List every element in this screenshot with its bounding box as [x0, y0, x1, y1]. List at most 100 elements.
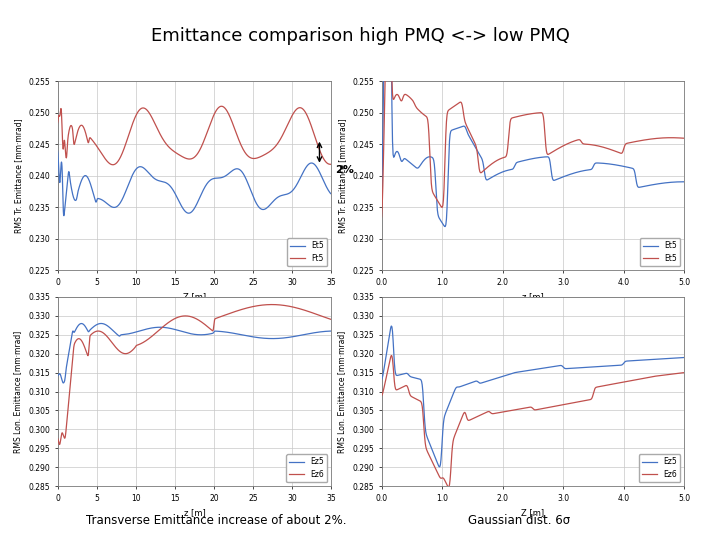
Ez5 [626, 357, 635, 364]
Ez5 [327, 328, 336, 334]
Ez5 [59, 380, 68, 386]
Ez6 [272, 301, 281, 308]
Et5 [626, 139, 634, 146]
Ez6 [387, 352, 395, 359]
Ft5 [267, 147, 276, 153]
X-axis label: z [m]: z [m] [522, 292, 544, 301]
Line: Ez6: Ez6 [58, 305, 331, 444]
Ez6 [522, 404, 531, 411]
Ez6 [174, 314, 183, 320]
Et5 [521, 111, 530, 118]
Ez6 [327, 316, 336, 323]
Ft5 [164, 144, 173, 150]
Et5 [267, 200, 276, 207]
Legend: Ez5, Ez6: Ez5, Ez6 [286, 454, 328, 482]
Y-axis label: RMS Lon. Emittance [mm·mrad]: RMS Lon. Emittance [mm·mrad] [338, 330, 346, 453]
Et5 [673, 134, 682, 141]
Line: Ez5: Ez5 [58, 323, 331, 383]
Legend: Et5, Et5: Et5, Et5 [640, 238, 680, 266]
Text: Emittance comparison high PMQ <-> low PMQ: Emittance comparison high PMQ <-> low PM… [150, 26, 570, 45]
Ez6 [680, 369, 688, 376]
Ez5 [267, 335, 276, 342]
Ez6 [267, 301, 276, 308]
Line: Et5: Et5 [382, 0, 684, 217]
Ft5 [327, 161, 336, 167]
Ez6 [674, 370, 683, 376]
Ez5 [522, 368, 531, 374]
Et5 [680, 179, 688, 185]
Et5 [377, 189, 386, 195]
Ft5 [81, 130, 90, 136]
Y-axis label: RMS Tr. Emittance [mm·mrad]: RMS Tr. Emittance [mm·mrad] [14, 118, 22, 233]
Et5 [377, 214, 386, 220]
Y-axis label: RMS Lon. Emittance [mm·mrad]: RMS Lon. Emittance [mm·mrad] [14, 330, 22, 453]
Ez6 [444, 484, 453, 490]
Et5 [441, 223, 449, 230]
Legend: Ez5, Ez6: Ez5, Ez6 [639, 454, 680, 482]
Et5 [524, 156, 533, 163]
Ft5 [242, 151, 251, 157]
Et5 [241, 175, 250, 181]
Line: Ez5: Ez5 [382, 326, 684, 467]
Ez6 [542, 404, 551, 411]
Ez5 [542, 364, 551, 371]
Et5 [558, 143, 567, 150]
Ez5 [96, 320, 105, 327]
Ez5 [53, 373, 62, 379]
Ez5 [524, 367, 533, 374]
Et5 [680, 135, 688, 141]
Ez6 [268, 301, 276, 308]
Ez6 [524, 404, 533, 411]
Et5 [174, 197, 183, 203]
Ez6 [53, 435, 62, 442]
Et5 [674, 179, 683, 185]
Ez5 [436, 463, 444, 470]
Ez6 [377, 393, 386, 399]
Et5 [164, 181, 173, 188]
Ft5 [272, 142, 281, 149]
X-axis label: z [m]: z [m] [184, 508, 205, 517]
Ez5 [174, 327, 183, 334]
Ez5 [387, 323, 395, 329]
Et5 [542, 153, 551, 160]
Ez6 [626, 377, 635, 384]
Line: Ez6: Ez6 [382, 355, 684, 487]
Y-axis label: RMS Tr. Emittance [mm·mrad]: RMS Tr. Emittance [mm·mrad] [338, 118, 346, 233]
Line: Et5: Et5 [382, 0, 684, 226]
Et5 [53, 147, 62, 154]
Ez5 [242, 333, 251, 339]
Et5 [626, 165, 635, 171]
Ft5 [109, 161, 117, 168]
Et5 [327, 191, 336, 197]
Ez6 [559, 402, 567, 408]
Et5 [81, 172, 90, 179]
X-axis label: Z [m]: Z [m] [183, 292, 206, 301]
Et5 [559, 174, 567, 180]
Et5 [523, 111, 532, 118]
Text: Transverse Emittance increase of about 2%.: Transverse Emittance increase of about 2… [86, 514, 347, 526]
Et5 [60, 212, 68, 219]
Ez6 [55, 441, 64, 448]
Et5 [541, 143, 550, 149]
Ez5 [272, 335, 281, 342]
Ez5 [81, 324, 90, 330]
Et5 [522, 157, 531, 163]
Ft5 [174, 151, 183, 158]
Ez5 [674, 355, 683, 361]
Ez6 [241, 305, 250, 312]
Ez6 [164, 319, 173, 326]
Text: Gaussian dist. 6σ: Gaussian dist. 6σ [468, 514, 570, 526]
Line: Et5: Et5 [58, 151, 331, 215]
Legend: Et5, Ft5: Et5, Ft5 [287, 238, 328, 266]
Line: Ft5: Ft5 [58, 106, 331, 165]
Ez5 [377, 376, 386, 383]
Ez6 [81, 347, 90, 354]
Ez5 [559, 363, 567, 370]
Ez5 [680, 354, 688, 361]
Text: 2%: 2% [335, 165, 354, 175]
Ft5 [217, 103, 225, 110]
Ez5 [164, 325, 173, 332]
Ft5 [53, 119, 62, 126]
Et5 [272, 195, 281, 202]
X-axis label: Z [m]: Z [m] [521, 508, 544, 517]
